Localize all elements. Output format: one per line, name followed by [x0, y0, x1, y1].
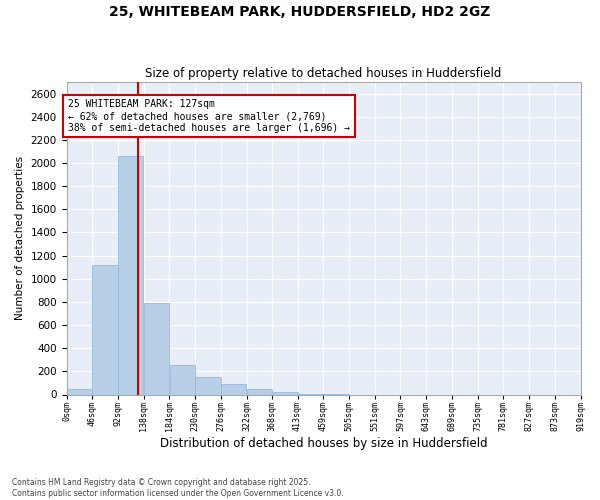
Bar [247, 390, 272, 394]
X-axis label: Distribution of detached houses by size in Huddersfield: Distribution of detached houses by size … [160, 437, 487, 450]
Text: Contains HM Land Registry data © Crown copyright and database right 2025.
Contai: Contains HM Land Registry data © Crown c… [12, 478, 344, 498]
Bar [196, 378, 221, 394]
Text: 25 WHITEBEAM PARK: 127sqm
← 62% of detached houses are smaller (2,769)
38% of se: 25 WHITEBEAM PARK: 127sqm ← 62% of detac… [68, 100, 350, 132]
Title: Size of property relative to detached houses in Huddersfield: Size of property relative to detached ho… [145, 66, 502, 80]
Bar [118, 156, 143, 394]
Text: 25, WHITEBEAM PARK, HUDDERSFIELD, HD2 2GZ: 25, WHITEBEAM PARK, HUDDERSFIELD, HD2 2G… [109, 5, 491, 19]
Bar [67, 388, 92, 394]
Y-axis label: Number of detached properties: Number of detached properties [15, 156, 25, 320]
Bar [221, 384, 247, 394]
Bar [144, 303, 169, 394]
Bar [92, 265, 118, 394]
Bar [170, 365, 195, 394]
Bar [272, 392, 298, 394]
